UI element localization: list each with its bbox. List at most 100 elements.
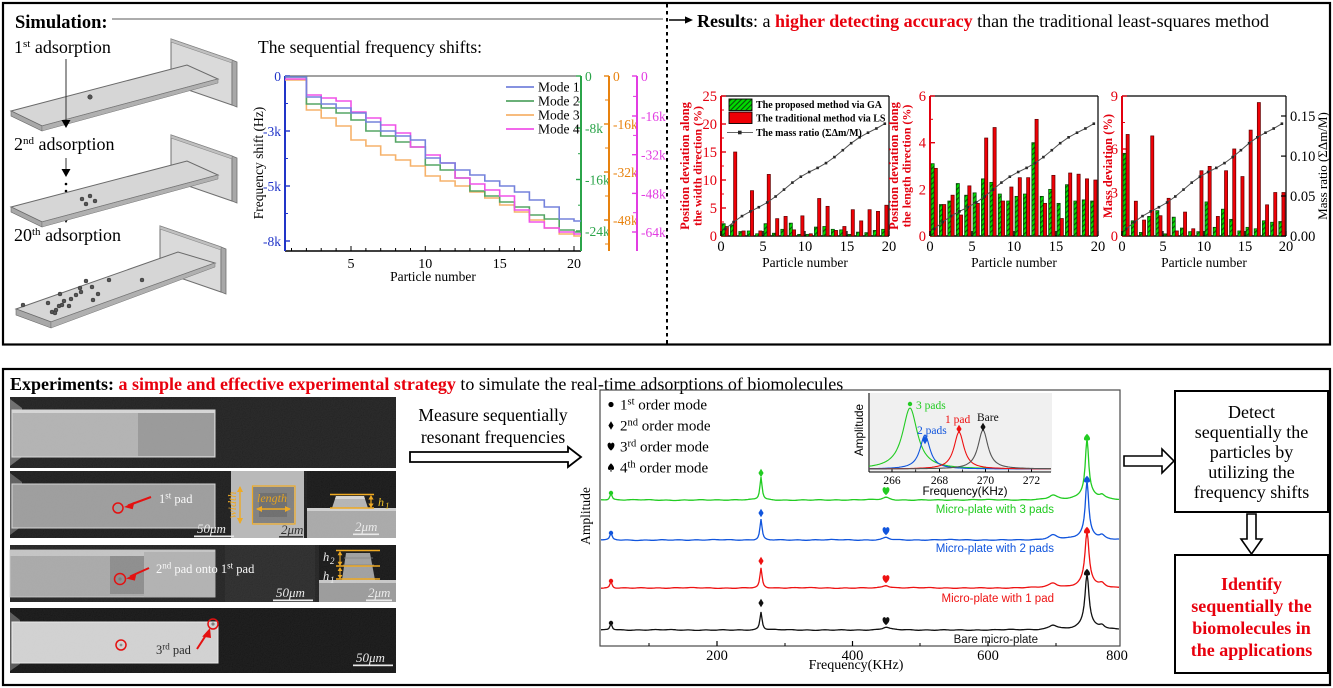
svg-text:-32k: -32k (641, 148, 666, 163)
svg-text:-16k: -16k (613, 117, 638, 132)
svg-text:0: 0 (717, 239, 724, 255)
svg-text:Bare: Bare (977, 412, 999, 424)
svg-text:Bare micro-plate: Bare micro-plate (954, 634, 1038, 646)
svg-text:Experiments: a simple and effe: Experiments: a simple and effective expe… (10, 374, 843, 394)
svg-text:Results: a higher detecting ac: Results: a higher detecting accuracy tha… (697, 11, 1269, 31)
svg-text:0: 0 (1111, 229, 1118, 245)
svg-text:5: 5 (968, 239, 975, 255)
svg-text:0.15: 0.15 (1290, 109, 1315, 125)
svg-text:25: 25 (703, 89, 718, 105)
svg-text:frequency shifts: frequency shifts (1194, 482, 1309, 502)
svg-text:Mass deviation (%): Mass deviation (%) (1101, 114, 1115, 218)
svg-text:1st order mode: 1st order mode (620, 397, 707, 414)
svg-text:6: 6 (919, 89, 926, 105)
svg-text:2nd order mode: 2nd order mode (620, 418, 711, 435)
svg-text:Mode 4: Mode 4 (538, 122, 580, 137)
svg-text:The sequential frequency shift: The sequential frequency shifts: (258, 37, 482, 57)
svg-text:0.05: 0.05 (1290, 189, 1315, 205)
svg-text:Micro-plate with 3 pads: Micro-plate with 3 pads (936, 504, 1054, 516)
svg-text:Frequency shift (Hz): Frequency shift (Hz) (251, 107, 266, 219)
svg-text:0.10: 0.10 (1290, 149, 1315, 165)
svg-text:-16k: -16k (641, 109, 666, 124)
svg-text:3rd order mode: 3rd order mode (620, 439, 709, 456)
svg-text:2nd adsorption: 2nd adsorption (14, 134, 115, 154)
svg-text:Amplitude: Amplitude (853, 404, 866, 456)
svg-text:600: 600 (977, 648, 999, 664)
svg-text:Measure sequentially: Measure sequentially (418, 405, 567, 425)
svg-text:20: 20 (567, 257, 581, 272)
svg-text:the length direction (%): the length direction (%) (900, 105, 914, 228)
svg-text:15: 15 (703, 145, 718, 161)
svg-text:Frequency(KHz): Frequency(KHz) (809, 658, 904, 673)
svg-text:-3k: -3k (263, 124, 281, 139)
svg-text:-48k: -48k (641, 186, 666, 201)
svg-text:-64k: -64k (641, 225, 666, 240)
svg-text:15: 15 (1049, 239, 1064, 255)
svg-text:Particle number: Particle number (1161, 255, 1247, 270)
svg-text:20: 20 (1279, 239, 1294, 255)
svg-text:1 pad: 1 pad (945, 414, 970, 426)
svg-text:0: 0 (919, 229, 926, 245)
svg-text:9: 9 (1111, 89, 1118, 105)
svg-text:-24k: -24k (585, 224, 610, 239)
svg-text:4: 4 (919, 136, 927, 152)
svg-text:Mode 3: Mode 3 (538, 108, 580, 123)
svg-text:20: 20 (703, 117, 718, 133)
svg-text:268: 268 (931, 475, 949, 487)
svg-text:sequentially the: sequentially the (1191, 596, 1312, 616)
svg-text:10: 10 (1007, 239, 1022, 255)
svg-text:Frequency(KHz): Frequency(KHz) (922, 485, 1007, 498)
svg-text:-8k: -8k (263, 234, 281, 249)
svg-text:Amplitude: Amplitude (578, 487, 593, 545)
svg-text:Mass ratio (ΣΔm/M): Mass ratio (ΣΔm/M) (1315, 112, 1330, 220)
svg-text:3 pads: 3 pads (916, 400, 946, 412)
svg-text:1st adsorption: 1st adsorption (14, 37, 111, 57)
svg-text:3: 3 (1111, 186, 1118, 202)
svg-text:20: 20 (882, 239, 897, 255)
svg-text:-16k: -16k (585, 173, 610, 188)
svg-text:10: 10 (1197, 239, 1212, 255)
svg-text:0: 0 (274, 69, 281, 84)
svg-text:20: 20 (1091, 239, 1106, 255)
svg-text:-5k: -5k (263, 179, 281, 194)
svg-text:15: 15 (493, 257, 507, 272)
svg-text:15: 15 (840, 239, 855, 255)
svg-text:Particle number: Particle number (762, 255, 848, 270)
svg-text:Identify: Identify (1221, 574, 1282, 594)
svg-text:200: 200 (706, 648, 728, 664)
svg-text:the width direction (%): the width direction (%) (691, 106, 705, 226)
svg-text:2: 2 (919, 182, 926, 198)
svg-text:800: 800 (1106, 648, 1128, 664)
svg-text:the applications: the applications (1191, 640, 1313, 660)
svg-text:The mass ratio (ΣΔm/M): The mass ratio (ΣΔm/M) (756, 128, 862, 139)
svg-text:Particle number: Particle number (971, 255, 1057, 270)
svg-text:4th order mode: 4th order mode (620, 460, 708, 477)
svg-text:5: 5 (759, 239, 766, 255)
svg-text:-32k: -32k (613, 165, 638, 180)
svg-text:Micro-plate with 2 pads: Micro-plate with 2 pads (936, 543, 1054, 555)
svg-text:0: 0 (613, 69, 620, 84)
svg-text:Simulation:: Simulation: (15, 13, 108, 33)
svg-text:0.00: 0.00 (1290, 229, 1315, 245)
svg-text:10: 10 (418, 257, 432, 272)
svg-text:Micro-plate with 1 pad: Micro-plate with 1 pad (942, 593, 1055, 605)
svg-text:-48k: -48k (613, 213, 638, 228)
svg-text:-8k: -8k (585, 121, 603, 136)
svg-text:0: 0 (1118, 239, 1125, 255)
svg-text:0: 0 (585, 69, 592, 84)
svg-text:5: 5 (710, 201, 717, 217)
svg-text:resonant frequencies: resonant frequencies (421, 427, 565, 447)
svg-text:5: 5 (1159, 239, 1166, 255)
svg-text:Position deviation along: Position deviation along (887, 101, 901, 230)
svg-text:Particle number: Particle number (390, 269, 476, 284)
svg-text:The proposed method via GA: The proposed method via GA (756, 100, 883, 111)
svg-text:20th adsorption: 20th adsorption (14, 225, 121, 245)
svg-text:400: 400 (842, 648, 864, 664)
svg-text:10: 10 (703, 173, 718, 189)
svg-text:15: 15 (1238, 239, 1253, 255)
svg-text:266: 266 (883, 475, 901, 487)
svg-text:Mode 1: Mode 1 (538, 80, 580, 95)
svg-text:0: 0 (641, 69, 648, 84)
svg-text:biomolecules in: biomolecules in (1192, 618, 1311, 638)
svg-text:0: 0 (710, 229, 717, 245)
